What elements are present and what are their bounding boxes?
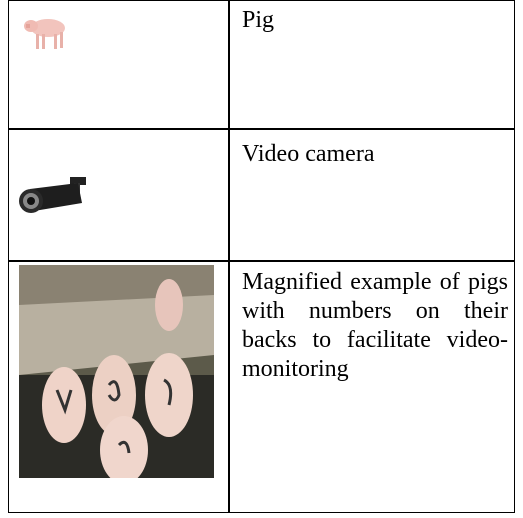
row-divider bbox=[8, 260, 515, 262]
row-text: Video camera bbox=[242, 141, 375, 167]
row-text: Pig bbox=[242, 7, 275, 33]
row-divider bbox=[8, 128, 515, 130]
camera-image bbox=[19, 177, 86, 213]
pig-image bbox=[24, 19, 65, 49]
table-frame bbox=[8, 0, 515, 513]
column-divider bbox=[228, 0, 230, 513]
pigs-photo bbox=[19, 265, 214, 478]
row-text: Magnified example of pigs with numbers o… bbox=[242, 269, 508, 382]
